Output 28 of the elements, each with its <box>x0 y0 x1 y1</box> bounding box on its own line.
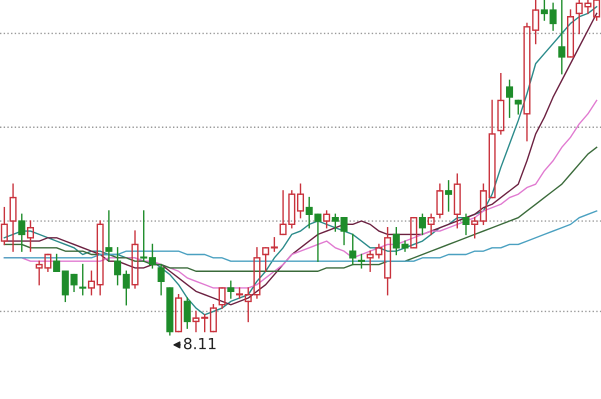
candlestick <box>36 260 43 286</box>
candlestick <box>418 214 426 236</box>
candlestick <box>0 206 8 246</box>
candlestick <box>349 234 356 266</box>
candlestick <box>471 216 478 238</box>
text: 8.11 <box>184 338 216 350</box>
candlestick <box>114 247 122 286</box>
candlestick <box>227 280 234 299</box>
candlestick <box>576 0 583 34</box>
candlestick <box>10 183 17 252</box>
candlestick <box>105 210 112 262</box>
candlestick <box>428 214 435 236</box>
candlestick <box>79 264 86 296</box>
candlestick <box>454 173 461 228</box>
candlestick <box>158 264 165 296</box>
candlestick <box>323 210 330 228</box>
candlestick <box>184 297 191 329</box>
candlestick <box>18 214 26 252</box>
candlestick <box>140 210 148 262</box>
candlestick <box>436 183 444 218</box>
candlestick <box>497 72 504 135</box>
candlestick <box>558 0 566 74</box>
candlestick <box>148 244 156 269</box>
candlestick <box>445 180 452 212</box>
candlestick <box>306 196 313 228</box>
candlestick <box>270 237 278 252</box>
candlestick <box>366 250 374 272</box>
candlestick <box>122 270 130 306</box>
